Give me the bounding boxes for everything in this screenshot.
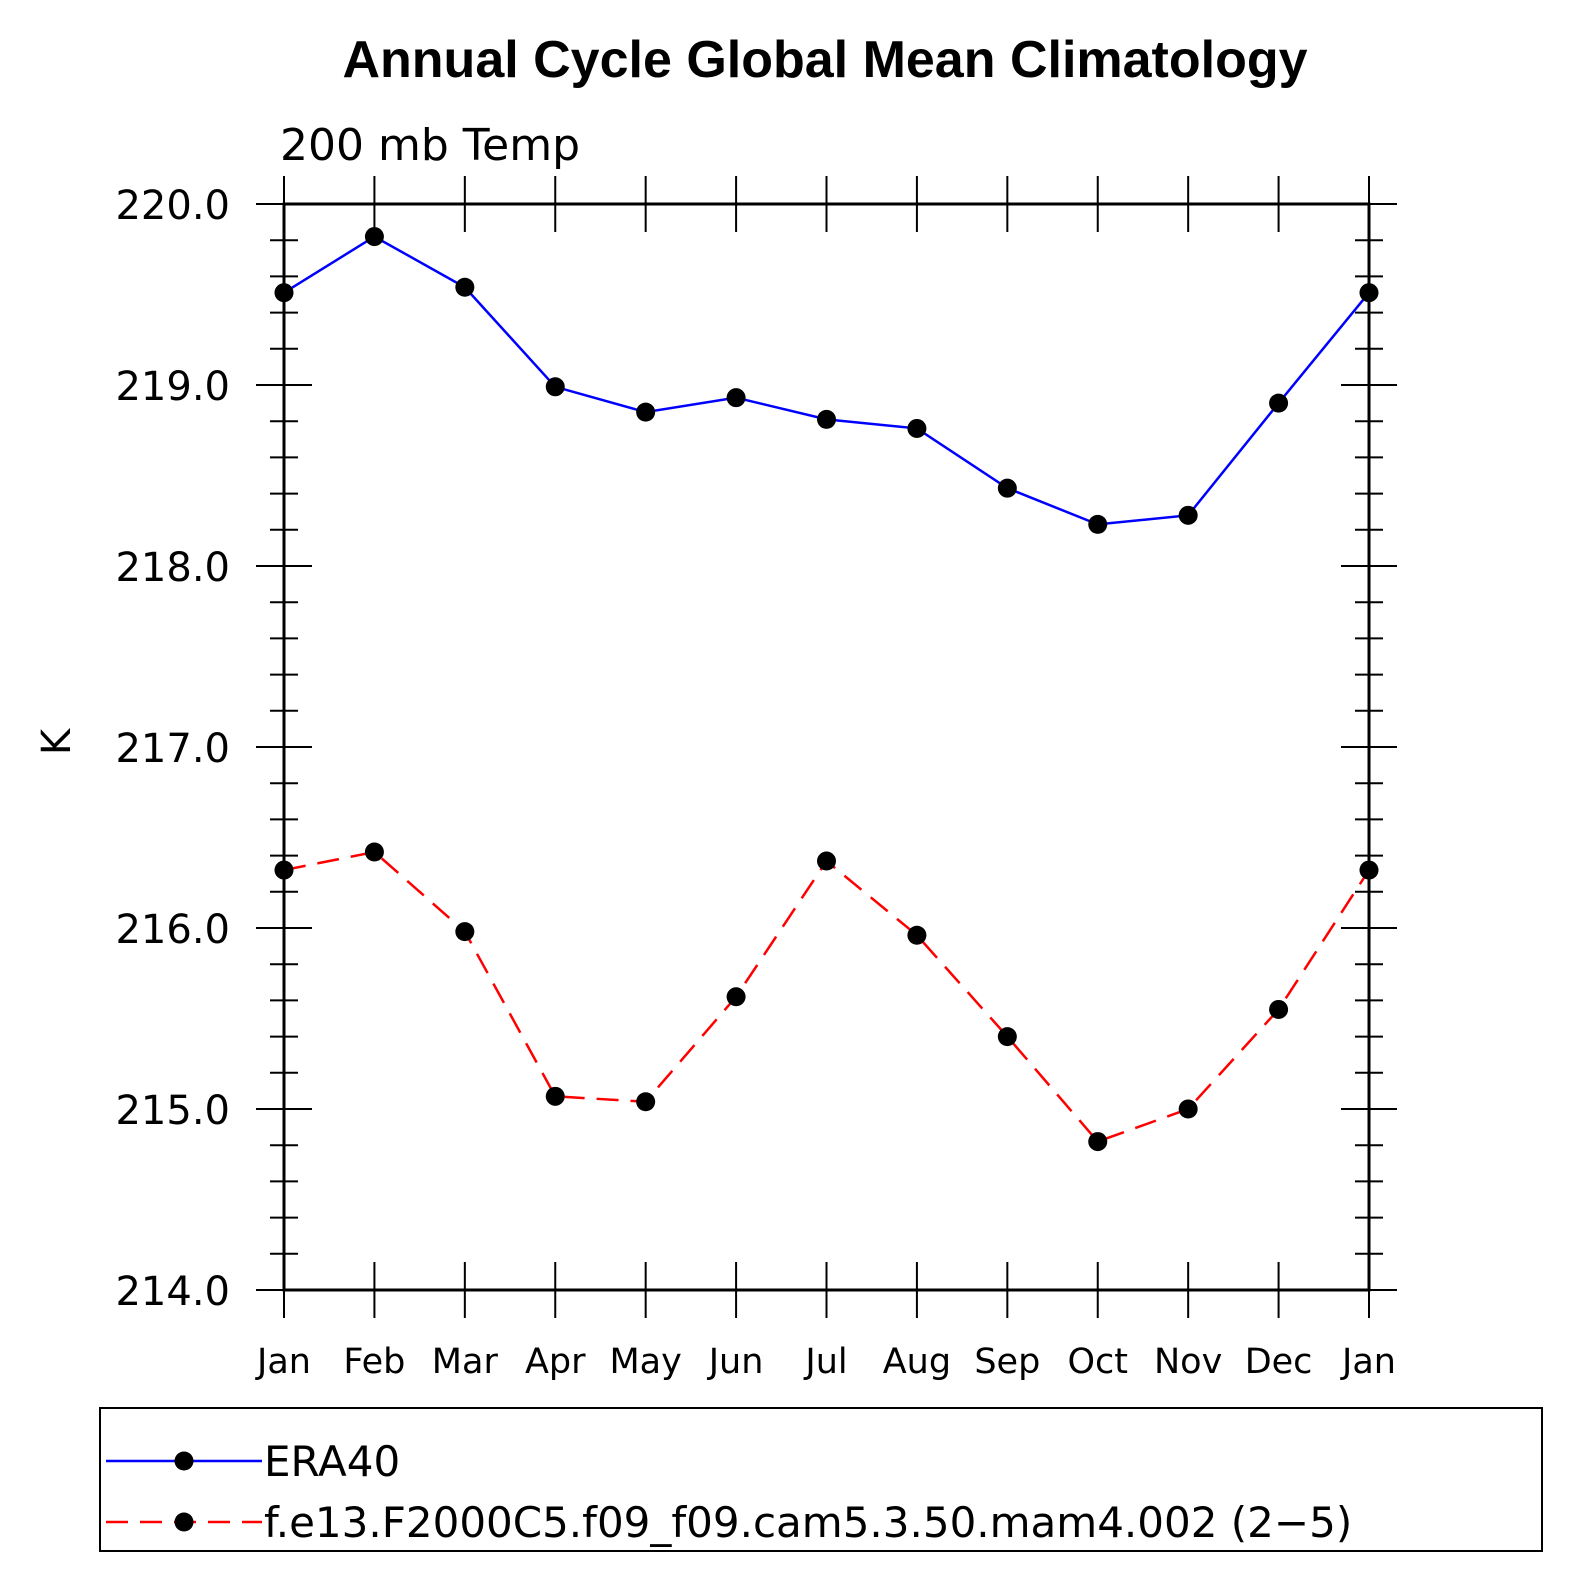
data-point xyxy=(907,418,927,438)
data-point xyxy=(1088,514,1108,534)
data-point xyxy=(997,1027,1017,1047)
legend-label: ERA40 xyxy=(264,1437,400,1486)
data-point xyxy=(455,922,475,942)
x-tick-label: Apr xyxy=(525,1342,586,1382)
y-tick-label: 220.0 xyxy=(115,183,230,229)
data-point xyxy=(274,860,294,880)
plot-frame xyxy=(282,202,1371,1292)
data-point xyxy=(455,277,475,297)
data-point xyxy=(907,925,927,945)
x-tick-label: Oct xyxy=(1067,1342,1128,1382)
data-point xyxy=(817,409,836,429)
y-axis-label: K xyxy=(34,727,80,755)
x-tick-label: Jan xyxy=(1340,1342,1396,1382)
data-point xyxy=(545,1086,565,1106)
data-point xyxy=(636,402,656,422)
chart-title: Annual Cycle Global Mean Climatology xyxy=(342,31,1307,89)
chart-subtitle: 200 mb Temp xyxy=(280,120,580,171)
legend-marker xyxy=(174,1512,194,1532)
x-tick-label: Dec xyxy=(1245,1342,1313,1382)
data-point xyxy=(636,1092,656,1112)
legend-marker xyxy=(174,1451,194,1471)
data-point xyxy=(817,851,836,871)
data-point xyxy=(726,388,746,408)
y-tick-label: 218.0 xyxy=(115,545,230,591)
y-tick-label: 219.0 xyxy=(115,364,230,410)
y-tick-label: 214.0 xyxy=(115,1269,230,1315)
x-tick-label: Sep xyxy=(974,1342,1040,1382)
x-tick-label: Jan xyxy=(255,1342,311,1382)
data-point xyxy=(545,377,565,397)
plot-frame-and-ticks: 220.0 219.0 218.0 217.0 216.0 215.0 214.0 Jan Fe… xyxy=(115,176,1397,1382)
series-line xyxy=(283,235,1370,526)
x-tick-label: Nov xyxy=(1154,1342,1222,1382)
data-point xyxy=(1178,505,1198,525)
data-point xyxy=(726,987,746,1007)
data-point xyxy=(1359,283,1379,303)
legend-box xyxy=(99,1407,1543,1552)
series-line xyxy=(283,850,1371,1144)
x-tick-label: Jun xyxy=(707,1342,764,1382)
data-point xyxy=(1178,1099,1198,1119)
data-point xyxy=(1269,393,1289,413)
y-tick-label: 217.0 xyxy=(115,726,230,772)
x-tick-label: Jul xyxy=(803,1342,847,1382)
data-point xyxy=(1088,1132,1108,1152)
x-tick-label: May xyxy=(609,1342,681,1382)
data-point xyxy=(1269,999,1289,1019)
data-point xyxy=(997,478,1017,498)
data-point xyxy=(274,283,294,303)
legend-label: f.e13.F2000C5.f09_f09.cam5.3.50.mam4.002… xyxy=(264,1498,1352,1547)
legend: ERA40 f.e13.F2000C5.f09_f09.cam5.3.50.mam… xyxy=(106,1437,1352,1547)
data-point xyxy=(364,842,384,862)
data-point xyxy=(1359,860,1379,880)
y-tick-label: 216.0 xyxy=(115,907,230,953)
data-point xyxy=(364,227,384,247)
y-tick-label: 215.0 xyxy=(115,1088,230,1134)
x-tick-label: Mar xyxy=(432,1342,499,1382)
series-layer xyxy=(274,227,1379,1152)
x-tick-label: Feb xyxy=(343,1342,405,1382)
x-tick-label: Aug xyxy=(883,1342,951,1382)
